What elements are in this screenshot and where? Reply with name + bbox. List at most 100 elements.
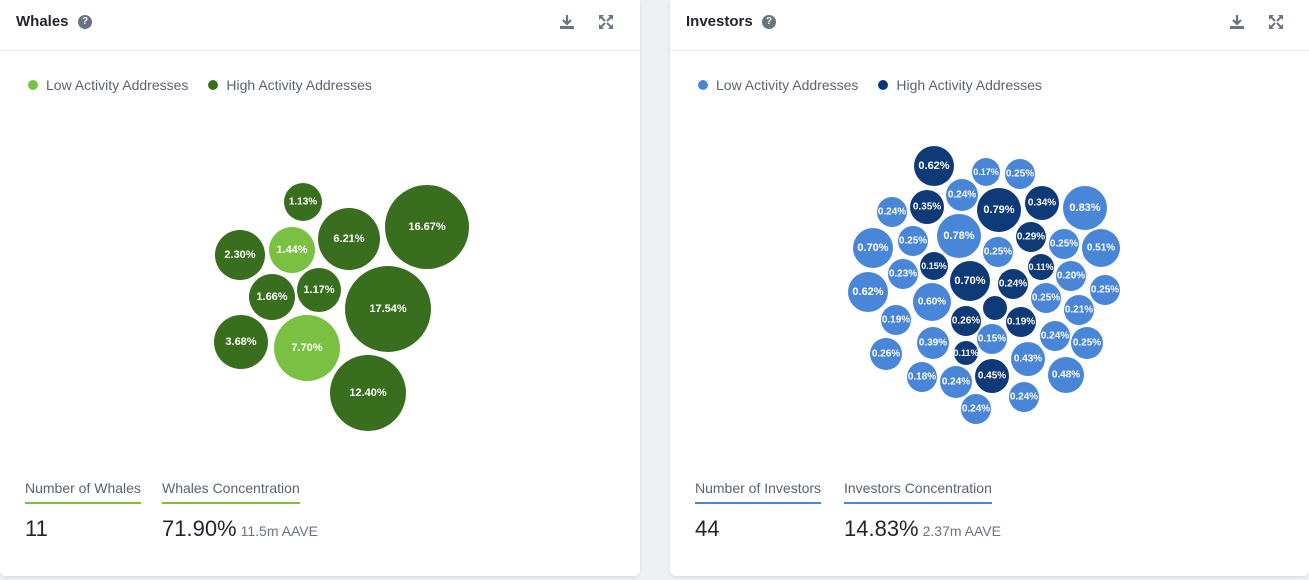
bubble-circle[interactable] (920, 252, 948, 280)
bubble-circle[interactable] (977, 188, 1021, 232)
bubble-circle[interactable] (975, 359, 1009, 393)
bubble[interactable]: 0.15% (977, 324, 1007, 354)
bubble-circle[interactable] (881, 305, 911, 335)
bubble[interactable]: 0.24% (961, 394, 991, 424)
bubble[interactable]: 0.79% (977, 188, 1021, 232)
bubble[interactable]: 0.62% (848, 272, 888, 312)
bubble-circle[interactable] (215, 230, 265, 280)
bubble[interactable]: 6.21% (318, 208, 380, 270)
bubble[interactable]: 0.24% (998, 269, 1028, 299)
bubble-circle[interactable] (269, 227, 315, 273)
bubble-circle[interactable] (274, 315, 340, 381)
bubble-circle[interactable] (330, 355, 406, 431)
bubble-circle[interactable] (1011, 342, 1045, 376)
bubble-circle[interactable] (946, 179, 978, 211)
bubble-circle[interactable] (1090, 275, 1120, 305)
bubble-circle[interactable] (950, 261, 990, 301)
bubble[interactable]: 0.21% (1064, 295, 1094, 325)
bubble-circle[interactable] (877, 197, 907, 227)
bubble-circle[interactable] (318, 208, 380, 270)
bubble[interactable]: 0.70% (853, 228, 893, 268)
bubble[interactable]: 17.54% (345, 266, 431, 352)
bubble[interactable]: 0.25% (983, 237, 1013, 267)
download-icon[interactable] (1227, 12, 1247, 32)
bubble[interactable]: 0.20% (1056, 261, 1086, 291)
bubble-circle[interactable] (1016, 222, 1046, 252)
bubble-circle[interactable] (983, 237, 1013, 267)
legend-item-low-activity[interactable]: Low Activity Addresses (698, 77, 858, 93)
bubble[interactable]: 7.70% (274, 315, 340, 381)
bubble[interactable]: 0.51% (1082, 229, 1120, 267)
bubble[interactable]: 0.62% (914, 146, 954, 186)
bubble-circle[interactable] (1082, 229, 1120, 267)
bubble-circle[interactable] (249, 274, 295, 320)
legend-item-low-activity[interactable]: Low Activity Addresses (28, 77, 188, 93)
bubble[interactable]: 0.45% (975, 359, 1009, 393)
bubble[interactable]: 1.17% (297, 268, 341, 312)
bubble[interactable]: 0.26% (870, 338, 902, 370)
bubble-circle[interactable] (284, 183, 322, 221)
bubble[interactable]: 0.25% (1071, 327, 1103, 359)
bubble[interactable]: 0.25% (898, 226, 928, 256)
bubble[interactable]: 16.67% (385, 185, 469, 269)
help-icon[interactable]: ? (762, 15, 776, 29)
bubble-circle[interactable] (1063, 186, 1107, 230)
bubble[interactable]: 0.25% (1005, 159, 1035, 189)
bubble-circle[interactable] (914, 146, 954, 186)
bubble-circle[interactable] (917, 327, 949, 359)
bubble[interactable]: 0.24% (946, 179, 978, 211)
bubble[interactable]: 0.34% (1025, 186, 1059, 220)
bubble-circle[interactable] (1005, 159, 1035, 189)
bubble-circle[interactable] (961, 394, 991, 424)
expand-icon[interactable] (1266, 12, 1286, 32)
bubble-circle[interactable] (940, 366, 972, 398)
bubble-circle[interactable] (972, 158, 1000, 186)
bubble-circle[interactable] (1040, 321, 1070, 351)
bubble-circle[interactable] (1006, 307, 1036, 337)
bubble[interactable]: 0.11% (1028, 254, 1054, 280)
bubble-circle[interactable] (910, 190, 944, 224)
bubble-circle[interactable] (998, 269, 1028, 299)
bubble-circle[interactable] (214, 315, 268, 369)
bubble[interactable]: 0.24% (940, 366, 972, 398)
bubble[interactable]: 0.18% (907, 362, 937, 392)
bubble[interactable]: 1.44% (269, 227, 315, 273)
bubble[interactable]: 0.29% (1016, 222, 1046, 252)
download-icon[interactable] (557, 12, 577, 32)
bubble-circle[interactable] (977, 324, 1007, 354)
bubble[interactable]: 0.25% (1090, 275, 1120, 305)
bubble-circle[interactable] (1025, 186, 1059, 220)
bubble[interactable]: 0.23% (888, 259, 918, 289)
expand-icon[interactable] (596, 12, 616, 32)
bubble[interactable]: 12.40% (330, 355, 406, 431)
bubble[interactable]: 0.24% (1040, 321, 1070, 351)
bubble[interactable]: 0.11% (953, 341, 979, 365)
bubble-circle[interactable] (898, 226, 928, 256)
legend-item-high-activity[interactable]: High Activity Addresses (878, 77, 1042, 93)
bubble-circle[interactable] (1064, 295, 1094, 325)
bubble-circle[interactable] (385, 185, 469, 269)
bubble-circle[interactable] (913, 283, 951, 321)
bubble-circle[interactable] (907, 362, 937, 392)
bubble[interactable]: 0.19% (1006, 307, 1036, 337)
bubble[interactable]: 0.25% (1031, 283, 1061, 313)
bubble[interactable]: 0.48% (1048, 357, 1084, 393)
bubble[interactable]: 1.66% (249, 274, 295, 320)
bubble-circle[interactable] (1009, 382, 1039, 412)
bubble-circle[interactable] (1071, 327, 1103, 359)
bubble[interactable]: 0.26% (951, 306, 981, 336)
bubble-circle[interactable] (345, 266, 431, 352)
bubble-circle[interactable] (951, 306, 981, 336)
bubble-circle[interactable] (888, 259, 918, 289)
legend-item-high-activity[interactable]: High Activity Addresses (208, 77, 372, 93)
bubble[interactable]: 1.13% (284, 183, 322, 221)
bubble-circle[interactable] (870, 338, 902, 370)
bubble[interactable]: 0.17% (972, 158, 1000, 186)
bubble-circle[interactable] (1049, 229, 1079, 259)
bubble[interactable]: 0.43% (1011, 342, 1045, 376)
bubble-circle[interactable] (848, 272, 888, 312)
help-icon[interactable]: ? (78, 15, 92, 29)
bubble-circle[interactable] (1031, 283, 1061, 313)
bubble[interactable]: 0.78% (937, 214, 981, 258)
bubble[interactable]: 0.83% (1063, 186, 1107, 230)
